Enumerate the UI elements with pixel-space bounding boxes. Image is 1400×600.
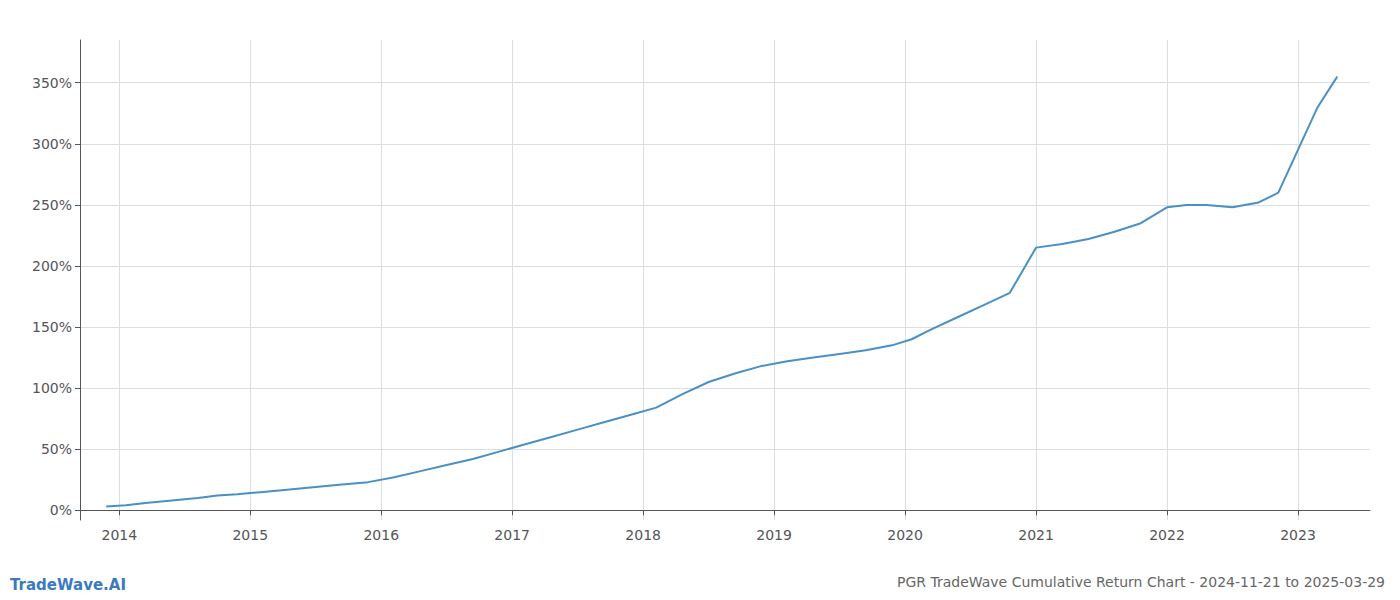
svg-text:2019: 2019 bbox=[756, 527, 792, 543]
svg-text:250%: 250% bbox=[32, 197, 72, 213]
svg-text:PGR TradeWave Cumulative Retur: PGR TradeWave Cumulative Return Chart - … bbox=[897, 574, 1385, 590]
svg-text:2015: 2015 bbox=[232, 527, 268, 543]
svg-text:2016: 2016 bbox=[363, 527, 399, 543]
svg-text:350%: 350% bbox=[32, 75, 72, 91]
svg-text:2022: 2022 bbox=[1149, 527, 1185, 543]
svg-text:2021: 2021 bbox=[1018, 527, 1054, 543]
svg-text:TradeWave.AI: TradeWave.AI bbox=[10, 576, 126, 594]
svg-text:0%: 0% bbox=[50, 502, 72, 518]
svg-text:2014: 2014 bbox=[101, 527, 137, 543]
svg-text:2017: 2017 bbox=[494, 527, 530, 543]
svg-text:150%: 150% bbox=[32, 319, 72, 335]
svg-text:2020: 2020 bbox=[887, 527, 923, 543]
svg-text:300%: 300% bbox=[32, 136, 72, 152]
svg-text:2023: 2023 bbox=[1280, 527, 1316, 543]
svg-text:50%: 50% bbox=[41, 441, 72, 457]
svg-text:100%: 100% bbox=[32, 380, 72, 396]
svg-text:200%: 200% bbox=[32, 258, 72, 274]
svg-text:2018: 2018 bbox=[625, 527, 661, 543]
